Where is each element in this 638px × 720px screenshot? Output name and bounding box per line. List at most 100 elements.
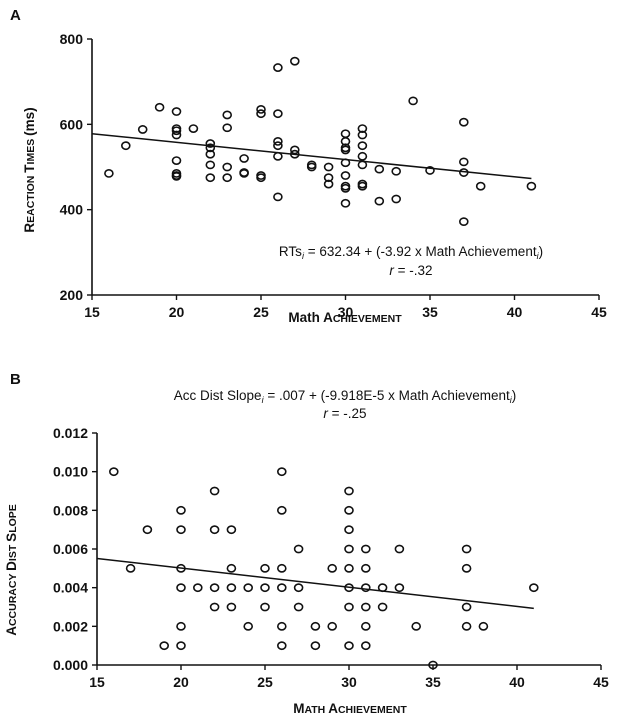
panel-a-data-point (408, 96, 418, 106)
panel-b-data-point (176, 525, 186, 535)
panel-a-data-point (273, 192, 283, 202)
panel-a-plot-area: 200 400 600 800 15 20 25 30 35 40 45 (60, 31, 607, 320)
panel-a-data-point (205, 149, 216, 159)
panel-a-data-point (391, 166, 402, 176)
panel-b-y-tick-label: 0.006 (53, 541, 88, 557)
panel-a-data-point (171, 107, 182, 116)
panel-b-data-point (209, 486, 220, 496)
panel-b-data-point (377, 583, 388, 593)
panel-a-y-tick-label: 400 (60, 202, 84, 218)
panel-a-data-point (239, 168, 249, 177)
panel-a-data-point (340, 171, 351, 180)
panel-b-data-point (142, 525, 153, 535)
panel-b-data-point (344, 602, 354, 612)
panel-a-data-point (323, 179, 334, 189)
panel-a-y-tick-label: 200 (60, 287, 84, 303)
panel-b-y-tick-label: 0.012 (53, 425, 88, 441)
panel-b-data-point (411, 621, 422, 631)
panel-b-x-tick-label: 35 (425, 674, 441, 690)
panel-b-data-point (209, 525, 220, 535)
panel-b-y-tick-label: 0.008 (53, 502, 88, 518)
panel-b-data-point (310, 621, 321, 631)
panel-a-data-point (273, 141, 283, 151)
panel-a-regression-equation: RTsi = 632.34 + (-3.92 x Math Achievemen… (279, 244, 543, 261)
panel-a-data-point (526, 181, 537, 191)
panel-b-data-point (377, 602, 388, 612)
panel-a-y-tick-label: 800 (60, 31, 84, 47)
panel-b-data-point (226, 602, 237, 612)
panel-b-data-point (461, 544, 472, 554)
panel-a-data-point (171, 130, 182, 140)
panel-b-x-tick-label: 20 (173, 674, 189, 690)
panel-a-data-point (273, 109, 283, 119)
panel-b-data-point (276, 641, 287, 651)
panel-a-regression-line (91, 132, 532, 180)
panel-a-data-point (256, 105, 266, 114)
panel-a-data-point (256, 173, 266, 183)
panel-a-data-point (154, 102, 165, 112)
panel-b-data-point (226, 563, 237, 573)
panel-b-data-point (461, 621, 472, 631)
panel-b-data-point (209, 583, 220, 593)
panel-a-data-point (137, 125, 148, 134)
panel-b-data-point (478, 621, 489, 631)
panel-b-x-tick-label: 25 (257, 674, 273, 690)
panel-a-data-point (188, 124, 199, 134)
panel-a-data-point (357, 141, 368, 151)
panel-b-data-point (428, 660, 438, 670)
panel-a-data-point (357, 130, 368, 140)
panel-b-y-tick-label: 0.000 (53, 657, 88, 673)
panel-a-data-point (273, 136, 283, 146)
panel-a-data-point (340, 198, 351, 208)
panel-b-data-point (176, 505, 186, 515)
panel-a-data-point (425, 166, 435, 175)
panel-a-x-tick-label: 35 (422, 304, 438, 320)
panel-b-plot-area: 0.000 0.002 0.004 0.006 0.008 0.010 0.012 15 20 2… (53, 425, 609, 690)
panel-a-data-point (205, 173, 216, 183)
panel-a-letter: A (10, 7, 21, 24)
panel-b-data-point (260, 563, 270, 573)
panel-b-data-point (243, 583, 253, 593)
panel-b-data-point (394, 583, 405, 593)
panel-b-data-point (226, 583, 237, 593)
panel-a-data-point (374, 164, 385, 174)
panel-a-y-axis-label: REACTION TIMES (ms) (22, 107, 37, 232)
panel-b-data-point (226, 525, 237, 535)
panel-b-data-point (344, 563, 354, 573)
panel-a-data-point (340, 145, 351, 155)
panel-b-data-point (176, 563, 186, 573)
panel-a-data-point (357, 124, 368, 134)
panel-b-data-point (327, 563, 338, 573)
panel-b-data-point (243, 621, 253, 631)
panel-b-regression-equation: Acc Dist Slopei = .007 + (-9.918E-5 x Ma… (174, 388, 516, 405)
panel-a-data-point (340, 183, 351, 193)
panel-b-data-point (344, 544, 354, 554)
panel-a-data-point (273, 151, 283, 161)
panel-b-data-point (260, 583, 270, 593)
panel-b-letter: B (10, 371, 21, 388)
panel-a-x-tick-label: 45 (591, 304, 607, 320)
panel-b-x-axis-label: MATH ACHIEVEMENT (293, 701, 407, 716)
panel-a-data-point (256, 109, 266, 119)
panel-a-data-point (273, 63, 283, 72)
panel-a-data-point (374, 196, 385, 206)
panel-a-data-point (458, 168, 469, 177)
panel-a-x-axis-label: Math ACHIEVEMENT (288, 310, 402, 325)
panel-b-data-point (360, 544, 371, 554)
panel-b-y-tick-label: 0.004 (53, 580, 88, 596)
panel-a-data-point (289, 145, 300, 155)
panel-b-data-point (344, 583, 354, 593)
panel-a-data-point (205, 139, 216, 148)
panel-a-x-tick-label: 30 (338, 304, 354, 320)
panel-a-data-point (289, 56, 300, 66)
panel-a-correlation: r = -.32 (389, 263, 432, 278)
panel-b-data-point (360, 563, 371, 573)
panel-a-data-point (289, 149, 300, 159)
panel-a-data-point (458, 117, 469, 127)
panel-b-x-tick-label: 40 (509, 674, 525, 690)
panel-b-data-point (344, 505, 354, 515)
panel-b-x-tick-label: 30 (341, 674, 357, 690)
panel-a-data-point (340, 129, 351, 139)
panel-b-data-point (344, 641, 354, 651)
panel-b-data-point (461, 563, 472, 573)
